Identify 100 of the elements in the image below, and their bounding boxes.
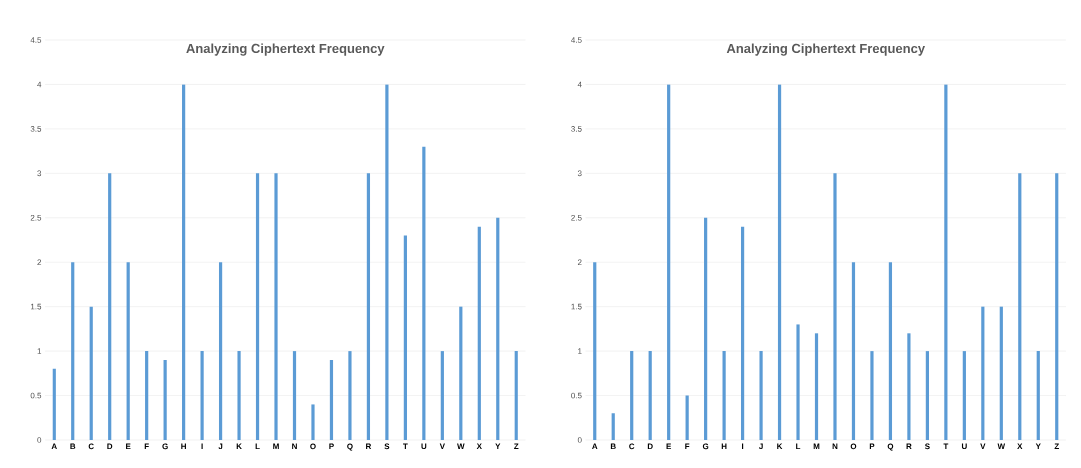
bar (422, 146, 426, 440)
bar (89, 306, 93, 440)
x-tick-label: G (162, 443, 168, 450)
y-tick-label: 0 (37, 437, 42, 443)
y-tick-label: 2 (577, 259, 582, 265)
x-tick-label: N (832, 443, 838, 450)
y-tick-label: 1 (578, 348, 582, 354)
x-tick-label: D (107, 443, 113, 450)
x-tick-label: Q (887, 443, 894, 451)
x-tick-label: Z (1054, 443, 1059, 450)
bar (348, 351, 352, 440)
bar (630, 351, 634, 440)
chart-title: Analyzing Ciphertext Frequency (726, 43, 925, 56)
y-tick-label: 4 (37, 81, 42, 88)
x-tick-label: B (610, 443, 616, 450)
bar (108, 173, 112, 440)
x-tick-label: M (813, 443, 820, 450)
x-tick-label: I (742, 443, 744, 450)
bar (944, 84, 948, 440)
bar (366, 173, 371, 440)
bar (163, 359, 167, 440)
x-tick-label: N (292, 443, 297, 450)
x-tick-label: L (796, 443, 801, 450)
x-tick-label: E (666, 443, 672, 450)
x-tick-label: W (997, 443, 1006, 450)
y-tick-label: 0 (577, 437, 582, 443)
x-tick-label: Y (1035, 443, 1041, 450)
y-tick-label: 0.5 (571, 392, 582, 399)
bar (925, 351, 929, 440)
bar (218, 262, 223, 440)
bar (740, 226, 745, 440)
x-tick-label: P (869, 443, 875, 450)
y-tick-label: 1 (37, 348, 42, 354)
bar (440, 351, 444, 440)
x-tick-label: K (236, 443, 242, 450)
bar (459, 306, 463, 440)
x-tick-label: G (702, 443, 709, 450)
x-tick-label: I (201, 443, 203, 450)
y-tick-label: 4.5 (30, 37, 42, 43)
y-tick-label: 3.5 (571, 126, 582, 132)
y-tick-label: 1.5 (30, 303, 42, 310)
x-tick-label: H (181, 443, 186, 450)
x-tick-label: A (51, 443, 57, 450)
bar (962, 351, 966, 440)
y-tick-label: 4 (577, 81, 582, 88)
x-tick-label: T (943, 443, 949, 450)
x-tick-label: W (457, 443, 465, 450)
x-tick-label: S (924, 443, 930, 450)
bar (685, 395, 689, 440)
bar (292, 351, 297, 440)
x-tick-label: Z (514, 443, 519, 450)
x-tick-label: O (310, 443, 316, 450)
x-tick-label: F (685, 443, 690, 450)
x-tick-label: U (421, 443, 427, 450)
x-tick-label: S (384, 443, 390, 450)
x-tick-label: D (647, 443, 653, 450)
bar (667, 84, 671, 440)
bar (1018, 173, 1022, 440)
x-tick-label: X (476, 443, 482, 450)
bar (1055, 173, 1059, 440)
y-tick-label: 1.5 (571, 303, 582, 310)
x-tick-label: C (629, 443, 635, 450)
bar (759, 351, 763, 440)
bar (403, 235, 407, 440)
bar (870, 351, 874, 440)
bar (311, 404, 315, 440)
bar (255, 173, 260, 440)
bar (851, 262, 856, 440)
bar (796, 324, 800, 440)
bar (237, 351, 241, 440)
bar (704, 217, 708, 440)
x-tick-label: T (403, 443, 408, 450)
bar (145, 351, 149, 440)
bar (182, 84, 186, 440)
bar (593, 262, 597, 440)
chart-title: Analyzing Ciphertext Frequency (186, 43, 385, 56)
x-tick-label: M (273, 443, 279, 450)
bar (274, 173, 278, 440)
x-tick-label: Q (347, 443, 353, 451)
y-tick-label: 3.5 (30, 126, 42, 132)
x-tick-label: K (777, 443, 783, 450)
bar (981, 306, 985, 440)
bar (385, 84, 389, 440)
bar (722, 351, 726, 440)
x-tick-label: V (980, 443, 986, 450)
x-tick-label: H (721, 443, 727, 450)
x-tick-label: J (218, 443, 223, 450)
y-tick-label: 2.5 (571, 214, 582, 221)
x-tick-label: C (88, 443, 94, 450)
x-tick-label: P (329, 443, 334, 450)
bar (814, 333, 819, 440)
bar (126, 262, 130, 440)
bar (648, 351, 652, 440)
bar (496, 217, 500, 440)
bar (200, 351, 204, 440)
x-tick-label: O (850, 443, 857, 450)
y-tick-label: 0.5 (30, 392, 42, 399)
x-tick-label: X (1017, 443, 1023, 450)
y-tick-label: 3 (37, 170, 42, 177)
bar (611, 413, 615, 440)
